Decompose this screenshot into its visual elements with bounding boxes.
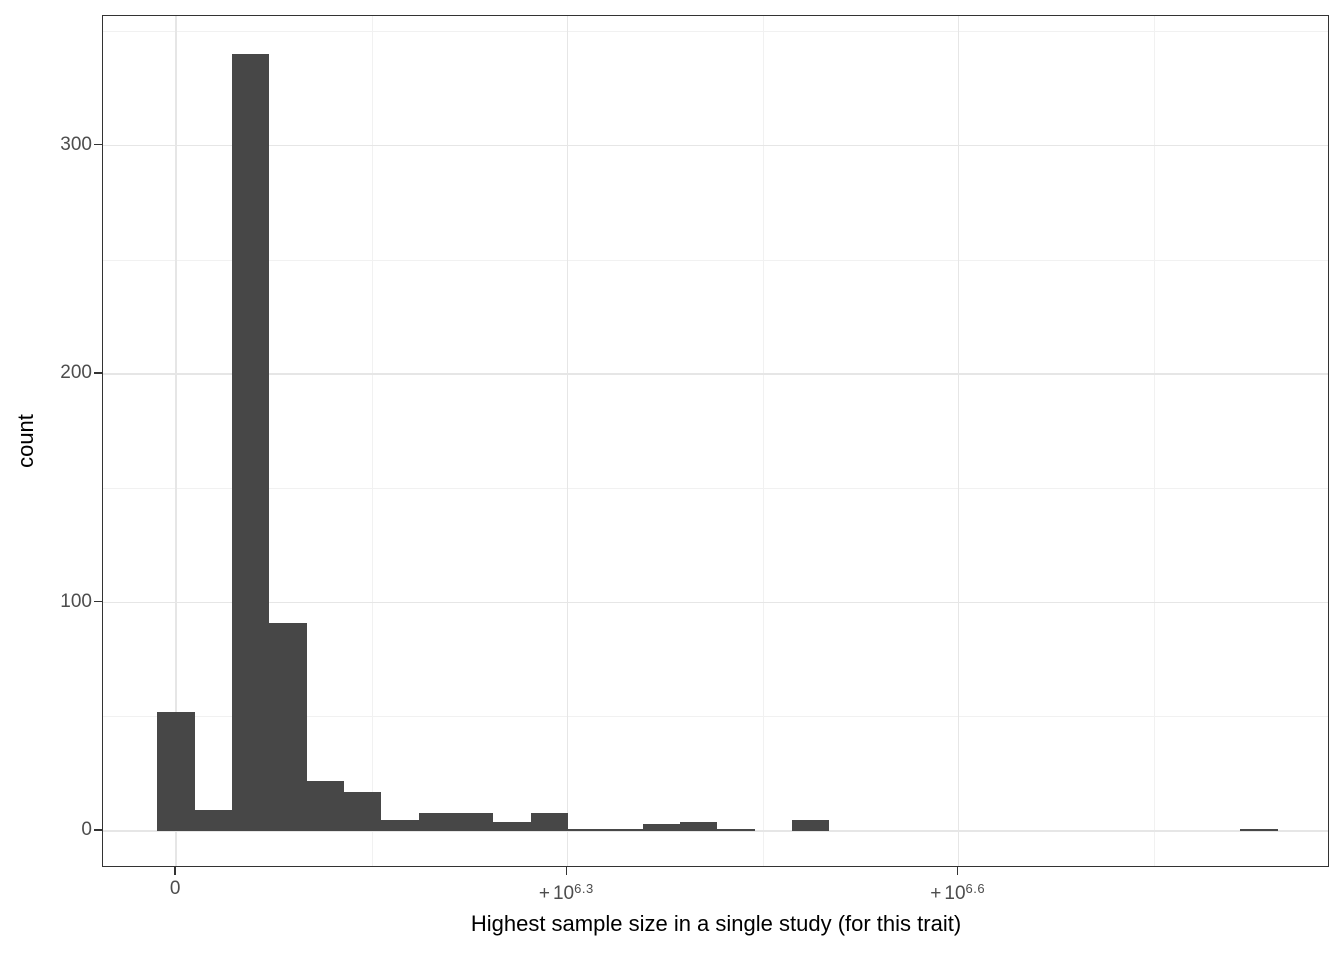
y-major-gridline <box>103 830 1328 832</box>
y-major-gridline <box>103 144 1328 147</box>
x-tick-mark <box>565 867 568 875</box>
histogram-bar <box>1240 828 1278 831</box>
histogram-bar <box>381 819 419 831</box>
x-minor-gridline <box>1154 16 1155 866</box>
x-major-gridline <box>566 16 569 866</box>
histogram-bar <box>493 821 531 831</box>
histogram-bar <box>717 828 755 831</box>
histogram-bar <box>157 712 195 831</box>
y-major-gridline <box>103 373 1328 375</box>
histogram-bar <box>343 792 382 831</box>
histogram-bar <box>194 810 232 831</box>
histogram-bar <box>605 828 643 831</box>
y-tick-label: 100 <box>60 590 92 612</box>
plot-area <box>103 16 1328 866</box>
y-tick-label: 300 <box>60 133 92 155</box>
histogram-bar <box>269 623 307 831</box>
x-tick-mark <box>956 867 959 875</box>
x-major-gridline <box>957 16 960 866</box>
x-major-gridline <box>175 16 177 866</box>
histogram-bar <box>455 812 494 831</box>
y-tick-mark <box>94 143 102 146</box>
y-tick-mark <box>94 600 102 603</box>
y-tick-label: 0 <box>81 818 92 840</box>
x-tick-label: +106.3 <box>538 881 594 904</box>
y-minor-gridline <box>103 31 1328 33</box>
x-minor-gridline <box>371 16 373 866</box>
y-tick-mark <box>94 829 102 831</box>
x-tick-label: +106.6 <box>930 881 986 904</box>
y-minor-gridline <box>103 259 1328 261</box>
histogram-bar <box>306 780 344 831</box>
x-minor-gridline <box>762 16 764 866</box>
exponent: 6.3 <box>574 881 594 896</box>
y-tick-label: 200 <box>60 362 92 384</box>
y-axis-title: count <box>13 414 38 468</box>
histogram-bar <box>530 812 569 831</box>
plot-panel <box>102 15 1329 867</box>
histogram-bar <box>792 819 830 831</box>
y-minor-gridline <box>103 716 1328 718</box>
y-tick-mark <box>94 372 102 374</box>
histogram-bar <box>418 812 456 831</box>
y-minor-gridline <box>103 487 1328 489</box>
plus-sign: + <box>930 883 942 904</box>
x-axis-title: Highest sample size in a single study (f… <box>470 911 962 936</box>
histogram-bar <box>680 821 718 831</box>
y-major-gridline <box>103 601 1328 604</box>
x-tick-mark <box>174 867 176 875</box>
histogram-bar <box>231 54 270 831</box>
histogram-bar <box>568 828 606 831</box>
x-tick-label: 0 <box>169 878 181 899</box>
exponent: 6.6 <box>965 881 986 896</box>
plus-sign: + <box>538 883 550 904</box>
histogram-bar <box>642 824 681 831</box>
